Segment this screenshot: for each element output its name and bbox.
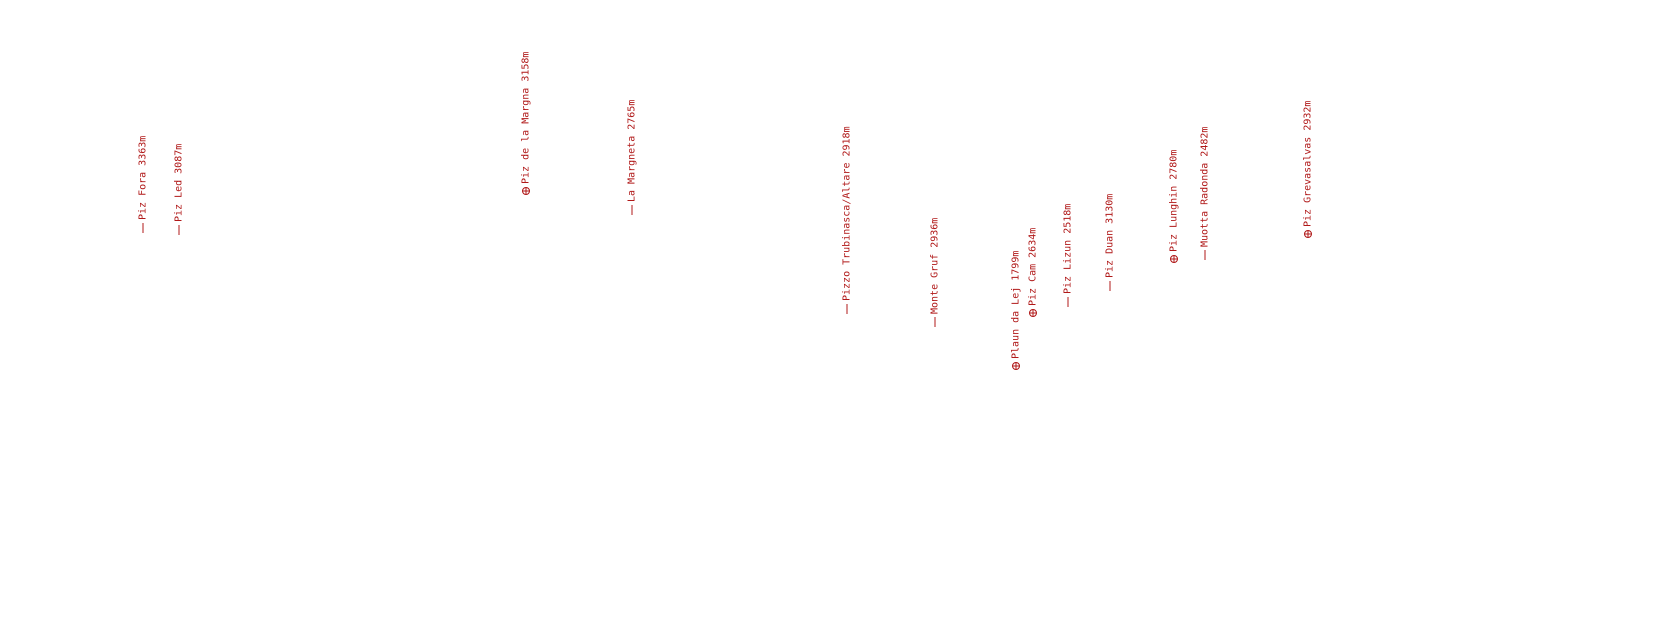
peak-label-12: Muotta Radonda 2482m [1200, 127, 1211, 260]
peak-labels-layer: Piz Fora 3363m Piz Led 3087m Piz de la Mar… [138, 52, 1314, 370]
peak-label-7: Plaun da Lej 1799m [1011, 251, 1022, 370]
peak-label-13: Piz Grevasalvas 2932m [1303, 101, 1314, 238]
peak-label-10: Piz Duan 3130m [1105, 194, 1116, 291]
peak-name-text: Piz Fora 3363m [138, 136, 149, 220]
peak-name-text: Piz de la Margna 3158m [521, 52, 532, 184]
peak-name-text: Piz Lizun 2518m [1063, 204, 1074, 294]
peak-label-3: Piz de la Margna 3158m [521, 52, 532, 195]
peak-label-9: Piz Lizun 2518m [1063, 204, 1074, 307]
peak-label-1: Piz Fora 3363m [138, 136, 149, 233]
peak-label-8: Piz Cam 2634m [1028, 228, 1039, 317]
peak-name-text: Piz Led 3087m [174, 144, 185, 222]
peak-label-2: Piz Led 3087m [174, 144, 185, 235]
peak-name-text: Monte Gruf 2936m [930, 218, 941, 314]
peak-label-4: La Margneta 2765m [627, 100, 638, 215]
peak-name-text: Plaun da Lej 1799m [1011, 251, 1022, 359]
peak-name-text: Pizzo Trubinasca/Altare 2918m [842, 126, 853, 301]
peak-name-text: Piz Lunghin 2780m [1169, 150, 1180, 252]
peak-label-11: Piz Lunghin 2780m [1169, 150, 1180, 263]
peak-name-text: Piz Grevasalvas 2932m [1303, 101, 1314, 227]
peak-label-6: Monte Gruf 2936m [930, 218, 941, 327]
peak-name-text: Piz Duan 3130m [1105, 194, 1116, 278]
peak-name-text: Piz Cam 2634m [1028, 228, 1039, 306]
peak-name-text: La Margneta 2765m [627, 100, 638, 202]
peak-name-text: Muotta Radonda 2482m [1200, 127, 1211, 247]
peak-label-5: Pizzo Trubinasca/Altare 2918m [842, 126, 853, 314]
